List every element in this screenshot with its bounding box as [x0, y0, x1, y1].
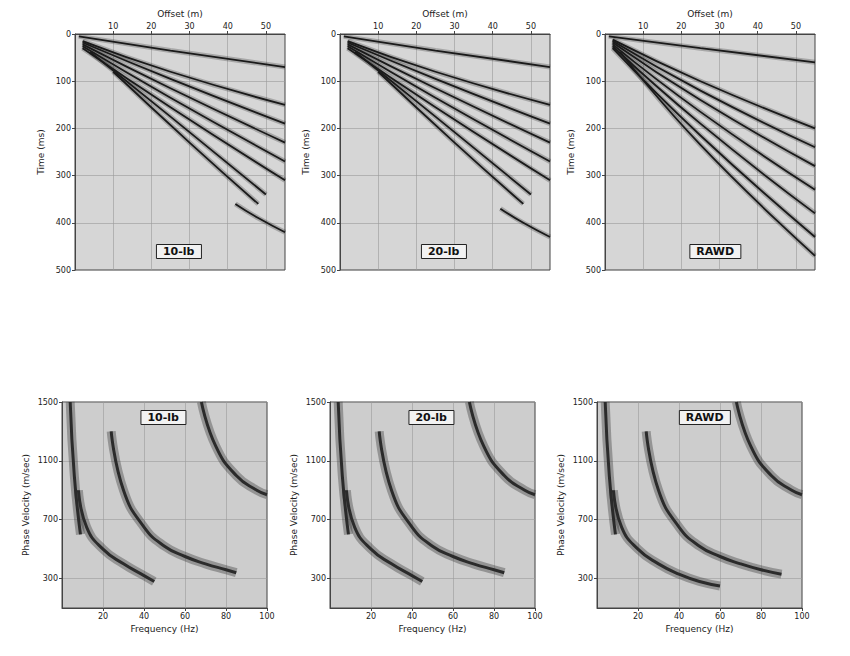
svg-text:Offset (m): Offset (m): [687, 9, 733, 19]
svg-text:1500: 1500: [573, 398, 593, 407]
svg-text:400: 400: [586, 218, 601, 227]
svg-text:20: 20: [146, 22, 156, 31]
svg-text:700: 700: [311, 515, 326, 524]
svg-text:Phase Velocity (m/sec): Phase Velocity (m/sec): [289, 454, 299, 556]
svg-text:100: 100: [259, 612, 274, 621]
svg-text:40: 40: [223, 22, 233, 31]
svg-text:1100: 1100: [573, 456, 593, 465]
svg-text:30: 30: [184, 22, 194, 31]
svg-text:Frequency (Hz): Frequency (Hz): [399, 624, 467, 634]
svg-text:1500: 1500: [306, 398, 326, 407]
svg-text:400: 400: [321, 218, 336, 227]
svg-text:10: 10: [638, 22, 648, 31]
svg-text:40: 40: [753, 22, 763, 31]
svg-text:40: 40: [488, 22, 498, 31]
svg-text:Offset (m): Offset (m): [422, 9, 468, 19]
svg-text:100: 100: [527, 612, 542, 621]
svg-text:0: 0: [66, 30, 71, 39]
svg-text:60: 60: [180, 612, 190, 621]
svg-text:100: 100: [586, 77, 601, 86]
svg-text:300: 300: [43, 574, 58, 583]
svg-text:20-lb: 20-lb: [428, 245, 460, 258]
svg-text:0: 0: [596, 30, 601, 39]
svg-text:40: 40: [407, 612, 417, 621]
svg-text:40: 40: [139, 612, 149, 621]
svg-text:300: 300: [578, 574, 593, 583]
svg-text:80: 80: [221, 612, 231, 621]
svg-text:700: 700: [578, 515, 593, 524]
svg-text:300: 300: [311, 574, 326, 583]
svg-text:200: 200: [321, 124, 336, 133]
svg-text:50: 50: [261, 22, 271, 31]
svg-text:10: 10: [373, 22, 383, 31]
svg-text:300: 300: [56, 171, 71, 180]
svg-text:Phase Velocity (m/sec): Phase Velocity (m/sec): [556, 454, 566, 556]
svg-text:Time (ms): Time (ms): [566, 129, 576, 175]
svg-text:500: 500: [586, 266, 601, 275]
svg-text:50: 50: [791, 22, 801, 31]
svg-text:20: 20: [366, 612, 376, 621]
svg-text:1500: 1500: [38, 398, 58, 407]
svg-text:20: 20: [98, 612, 108, 621]
svg-text:60: 60: [448, 612, 458, 621]
svg-text:Phase Velocity (m/sec): Phase Velocity (m/sec): [21, 454, 31, 556]
svg-text:0: 0: [331, 30, 336, 39]
svg-text:20: 20: [676, 22, 686, 31]
svg-text:200: 200: [586, 124, 601, 133]
svg-text:80: 80: [489, 612, 499, 621]
svg-text:40: 40: [674, 612, 684, 621]
svg-text:30: 30: [714, 22, 724, 31]
svg-text:20: 20: [633, 612, 643, 621]
svg-text:RAWD: RAWD: [686, 411, 724, 424]
svg-text:200: 200: [56, 124, 71, 133]
svg-text:100: 100: [56, 77, 71, 86]
svg-text:700: 700: [43, 515, 58, 524]
svg-text:1100: 1100: [38, 456, 58, 465]
svg-text:100: 100: [794, 612, 809, 621]
svg-text:Time (ms): Time (ms): [301, 129, 311, 175]
svg-text:10: 10: [108, 22, 118, 31]
svg-text:500: 500: [321, 266, 336, 275]
svg-text:20: 20: [411, 22, 421, 31]
svg-text:Frequency (Hz): Frequency (Hz): [666, 624, 734, 634]
svg-text:300: 300: [586, 171, 601, 180]
svg-text:50: 50: [526, 22, 536, 31]
svg-text:500: 500: [56, 266, 71, 275]
svg-text:RAWD: RAWD: [696, 245, 734, 258]
svg-text:60: 60: [715, 612, 725, 621]
svg-text:10-lb: 10-lb: [147, 411, 179, 424]
svg-text:1100: 1100: [306, 456, 326, 465]
svg-text:30: 30: [449, 22, 459, 31]
svg-text:Frequency (Hz): Frequency (Hz): [131, 624, 199, 634]
svg-text:20-lb: 20-lb: [415, 411, 447, 424]
svg-text:300: 300: [321, 171, 336, 180]
svg-text:Offset (m): Offset (m): [157, 9, 203, 19]
svg-text:10-lb: 10-lb: [163, 245, 195, 258]
svg-text:100: 100: [321, 77, 336, 86]
svg-text:Time (ms): Time (ms): [36, 129, 46, 175]
svg-text:400: 400: [56, 218, 71, 227]
svg-text:80: 80: [756, 612, 766, 621]
